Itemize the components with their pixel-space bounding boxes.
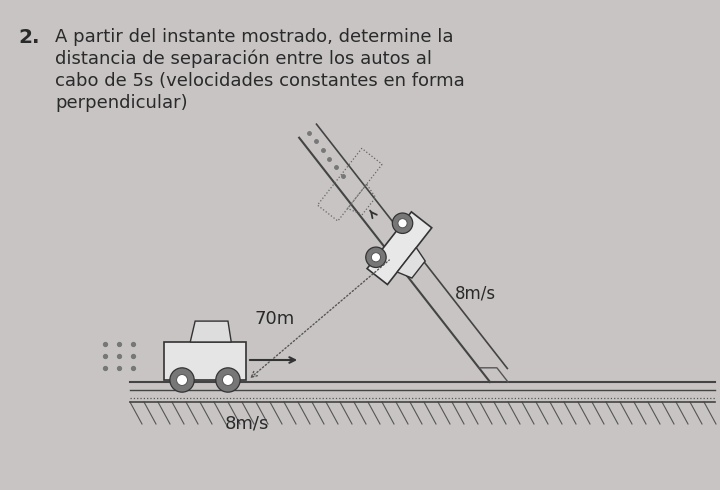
Text: .: .: [32, 28, 40, 47]
Circle shape: [366, 247, 386, 268]
Circle shape: [176, 374, 187, 386]
Polygon shape: [397, 247, 426, 278]
Circle shape: [216, 368, 240, 392]
Text: 2: 2: [18, 28, 32, 47]
Circle shape: [372, 253, 381, 262]
Circle shape: [398, 219, 407, 228]
Circle shape: [222, 374, 233, 386]
Text: 8m/s: 8m/s: [225, 414, 269, 432]
Text: perpendicular): perpendicular): [55, 94, 188, 112]
Text: A partir del instante mostrado, determine la: A partir del instante mostrado, determin…: [55, 28, 454, 46]
Circle shape: [170, 368, 194, 392]
Polygon shape: [367, 212, 432, 285]
Text: cabo de 5s (velocidades constantes en forma: cabo de 5s (velocidades constantes en fo…: [55, 72, 464, 90]
Polygon shape: [164, 342, 246, 380]
Text: distancia de separación entre los autos al: distancia de separación entre los autos …: [55, 50, 432, 69]
Text: 70m: 70m: [255, 310, 294, 328]
Polygon shape: [190, 321, 231, 342]
Circle shape: [392, 213, 413, 233]
Text: 8m/s: 8m/s: [454, 284, 495, 302]
